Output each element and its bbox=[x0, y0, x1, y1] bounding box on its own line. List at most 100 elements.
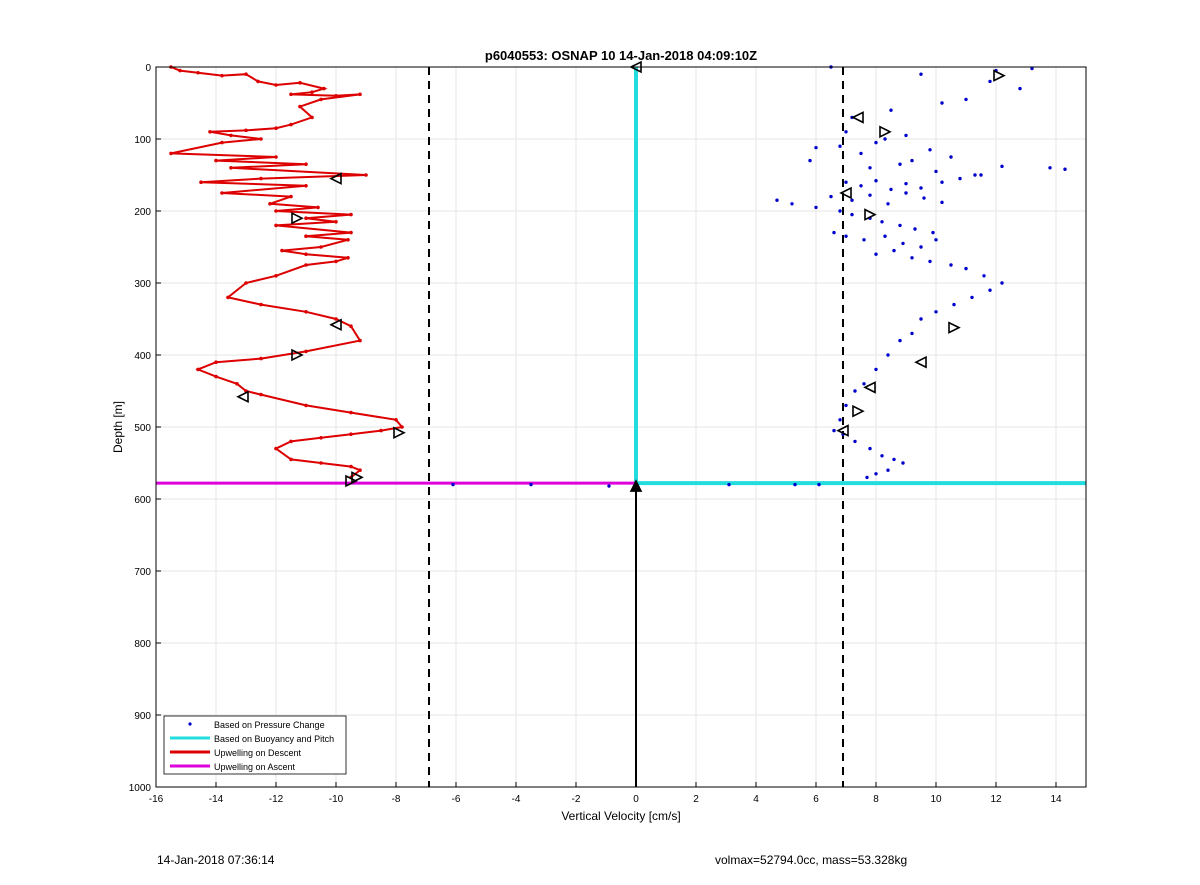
pressure-point bbox=[859, 151, 863, 156]
pressure-point bbox=[901, 241, 905, 246]
descent-point bbox=[319, 245, 323, 249]
pressure-point bbox=[988, 79, 992, 84]
descent-point bbox=[304, 162, 308, 166]
pressure-point bbox=[919, 317, 923, 321]
descent-point bbox=[349, 410, 353, 415]
pressure-marker-triangle bbox=[839, 186, 852, 200]
pressure-point bbox=[889, 108, 893, 112]
descent-marker-triangle bbox=[329, 318, 342, 332]
pressure-point bbox=[949, 263, 953, 267]
descent-point bbox=[304, 349, 308, 354]
series-layer bbox=[156, 65, 1086, 787]
descent-marker-triangle bbox=[393, 426, 406, 440]
descent-point bbox=[400, 425, 404, 429]
pressure-point bbox=[958, 176, 962, 181]
descent-point bbox=[304, 310, 308, 314]
pressure-point bbox=[883, 234, 887, 238]
descent-point bbox=[334, 259, 338, 264]
descent-point bbox=[304, 216, 308, 220]
descent-point bbox=[334, 220, 338, 224]
pressure-point bbox=[901, 461, 905, 465]
descent-point bbox=[259, 137, 263, 141]
footer-volmax-mass: volmax=52794.0cc, mass=53.328kg bbox=[715, 853, 908, 867]
descent-point bbox=[394, 418, 398, 422]
pressure-point bbox=[874, 140, 878, 145]
descent-point bbox=[259, 176, 263, 181]
legend: Based on Pressure Change Based on Buoyan… bbox=[163, 715, 347, 775]
x-tick-label: 0 bbox=[633, 794, 639, 805]
y-tick-label: 1000 bbox=[129, 783, 152, 794]
descent-point bbox=[169, 151, 173, 156]
pressure-point bbox=[793, 482, 797, 487]
pressure-point bbox=[931, 230, 935, 235]
pressure-point bbox=[1000, 281, 1004, 285]
descent-point bbox=[322, 86, 326, 91]
pressure-point bbox=[940, 200, 944, 205]
y-tick-label: 600 bbox=[134, 495, 151, 506]
pressure-point bbox=[838, 209, 842, 213]
descent-point bbox=[319, 436, 323, 440]
pressure-point bbox=[979, 173, 983, 177]
pressure-point bbox=[874, 252, 878, 256]
pressure-point bbox=[964, 97, 968, 102]
descent-point bbox=[208, 130, 212, 134]
descent-point bbox=[349, 324, 353, 329]
y-tick-label: 100 bbox=[134, 135, 151, 146]
pressure-marker-triangle bbox=[852, 404, 865, 418]
pressure-point bbox=[844, 130, 848, 134]
pressure-point bbox=[886, 468, 890, 472]
pressure-point bbox=[844, 180, 848, 184]
pressure-point bbox=[832, 230, 836, 235]
pressure-point bbox=[529, 482, 533, 487]
pressure-point bbox=[889, 187, 893, 192]
x-tick-label: 8 bbox=[873, 794, 879, 805]
y-tick-label: 400 bbox=[134, 351, 151, 362]
pressure-point bbox=[883, 137, 887, 141]
pressure-point bbox=[874, 367, 878, 372]
center-marker-triangle bbox=[629, 479, 643, 492]
descent-point bbox=[289, 122, 293, 127]
pressure-point bbox=[775, 198, 779, 202]
y-tick-label: 200 bbox=[134, 207, 151, 218]
descent-point bbox=[316, 205, 320, 210]
descent-marker-triangle bbox=[351, 471, 364, 484]
descent-series-line bbox=[170, 66, 404, 479]
pressure-point bbox=[1018, 86, 1022, 91]
pressure-point bbox=[898, 223, 902, 228]
descent-point bbox=[304, 234, 308, 238]
descent-point bbox=[274, 126, 278, 130]
pressure-marker-triangle bbox=[851, 111, 864, 124]
pressure-point bbox=[922, 196, 926, 200]
pressure-point bbox=[814, 145, 818, 150]
descent-point bbox=[196, 70, 200, 75]
pressure-marker-triangle bbox=[863, 381, 876, 394]
descent-point bbox=[280, 248, 284, 253]
descent-point bbox=[334, 94, 338, 98]
pressure-marker-triangle bbox=[948, 321, 961, 334]
pressure-point bbox=[910, 331, 914, 336]
pressure-point bbox=[880, 454, 884, 458]
legend-label-descent: Upwelling on Descent bbox=[214, 748, 302, 758]
descent-point bbox=[289, 439, 293, 444]
descent-point bbox=[298, 104, 302, 109]
descent-point bbox=[334, 317, 338, 321]
descent-point bbox=[298, 81, 302, 85]
pressure-point bbox=[949, 155, 953, 159]
y-tick-label: 300 bbox=[134, 279, 151, 290]
descent-point bbox=[304, 184, 308, 188]
x-tick-label: 6 bbox=[813, 794, 819, 805]
pressure-point bbox=[808, 158, 812, 163]
pressure-point bbox=[988, 288, 992, 292]
pressure-point bbox=[817, 482, 821, 487]
x-tick-label: 2 bbox=[693, 794, 699, 805]
pressure-point bbox=[853, 389, 857, 393]
descent-point bbox=[274, 209, 278, 213]
pressure-point bbox=[919, 72, 923, 76]
y-tick-label: 800 bbox=[134, 639, 151, 650]
pressure-point bbox=[1030, 66, 1034, 71]
descent-point bbox=[346, 238, 350, 242]
pressure-point bbox=[844, 234, 848, 238]
descent-point bbox=[289, 92, 293, 97]
y-tick-label: 700 bbox=[134, 567, 151, 578]
